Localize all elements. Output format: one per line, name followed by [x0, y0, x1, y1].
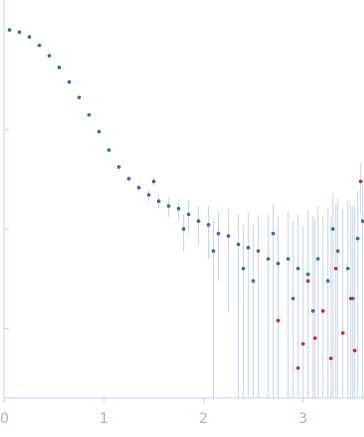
data-point: [236, 242, 241, 247]
data-point: [146, 193, 151, 197]
data-point: [87, 113, 91, 117]
data-point: [341, 331, 345, 335]
data-point: [156, 199, 161, 204]
data-point: [37, 43, 42, 48]
data-point: [211, 249, 216, 253]
plot-area: [7, 28, 364, 398]
data-point: [313, 336, 317, 340]
data-point: [276, 261, 280, 266]
data-point: [246, 245, 251, 250]
data-point: [47, 53, 52, 58]
data-point: [127, 176, 131, 181]
data-point: [331, 227, 335, 231]
data-point: [27, 35, 32, 39]
data-point: [276, 318, 280, 323]
data-point: [355, 236, 360, 241]
data-point: [186, 212, 191, 217]
data-point: [256, 249, 261, 253]
data-point: [176, 206, 181, 211]
data-point: [271, 231, 275, 236]
data-point: [196, 219, 201, 223]
data-point: [291, 296, 295, 301]
data-point: [329, 356, 333, 361]
x-tick-label: 1: [100, 411, 109, 427]
data-point: [326, 279, 330, 283]
data-point: [181, 227, 186, 231]
data-point: [97, 129, 101, 134]
data-point: [107, 148, 111, 152]
data-point: [358, 179, 363, 184]
data-point: [321, 309, 325, 313]
data-point: [137, 185, 141, 190]
data-point: [151, 179, 156, 184]
data-point: [296, 266, 300, 271]
data-point: [311, 309, 315, 313]
data-point: [360, 219, 364, 223]
data-point: [117, 165, 121, 169]
data-point: [226, 234, 231, 238]
data-point: [67, 80, 71, 84]
data-point: [77, 95, 81, 100]
data-point: [348, 296, 353, 301]
data-point: [336, 249, 340, 253]
data-point: [306, 279, 310, 283]
data-point: [334, 266, 338, 271]
data-point: [296, 366, 300, 370]
data-point: [241, 266, 246, 271]
data-point: [17, 30, 22, 34]
data-point: [166, 204, 171, 208]
data-point: [301, 342, 305, 346]
data-point: [266, 257, 270, 261]
data-point: [306, 272, 310, 277]
data-point: [286, 257, 290, 261]
data-point: [57, 65, 62, 70]
data-point: [206, 223, 211, 227]
x-tick-label: 3: [299, 411, 308, 427]
data-point: [352, 348, 357, 353]
data-point: [345, 266, 350, 271]
data-point: [7, 28, 12, 32]
data-point: [251, 279, 256, 283]
x-tick-label: 2: [199, 411, 208, 427]
data-point: [316, 257, 320, 261]
data-point: [216, 231, 221, 236]
x-tick-label: 0: [0, 411, 9, 427]
